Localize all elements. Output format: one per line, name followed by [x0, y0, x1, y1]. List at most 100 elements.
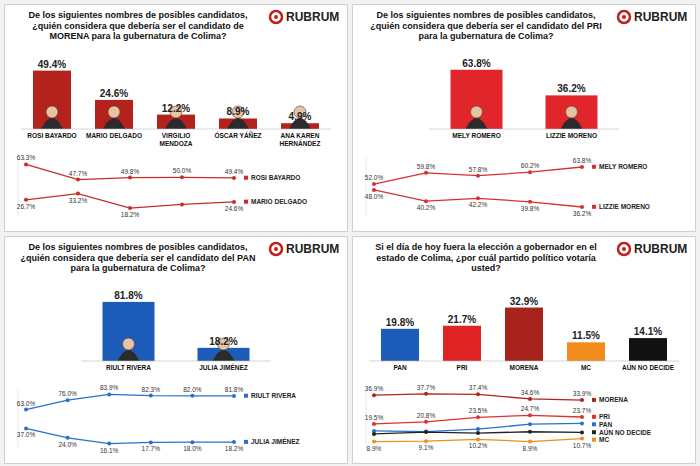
- bar-baseline: [81, 361, 271, 362]
- bar-value-label: 24.6%: [100, 88, 128, 99]
- category-label: MC: [581, 364, 591, 371]
- panel: RUBRUMDe los siguientes nombres de posib…: [5, 237, 348, 464]
- person-icon: [103, 118, 125, 129]
- trend-value-label: 24.7%: [521, 405, 540, 412]
- logo-text: RUBRUM: [634, 242, 687, 256]
- category-label: ÓSCAR YÁÑEZ: [214, 131, 261, 139]
- trend-value-label: 47.7%: [69, 170, 88, 177]
- logo-icon: [274, 15, 278, 19]
- trend-marker: [24, 198, 28, 202]
- category-label: PRI: [457, 364, 468, 371]
- trend-value-label: 8.9%: [523, 445, 538, 452]
- category-label: RIULT RIVERA: [106, 364, 151, 371]
- bar: [505, 308, 543, 361]
- person-icon: [108, 106, 120, 118]
- trend-value-label: 60.2%: [521, 162, 540, 169]
- bar-value-label: 11.5%: [572, 330, 600, 341]
- trend-value-label: 39.8%: [521, 205, 540, 212]
- bar-baseline: [21, 129, 331, 130]
- trend-marker: [232, 176, 236, 180]
- bar-value-label: 49.4%: [38, 59, 66, 70]
- bar: [451, 70, 503, 129]
- trend-marker: [372, 440, 376, 444]
- title-line: ¿quién considera que debería ser el cand…: [370, 21, 602, 31]
- category-label: MELY ROMERO: [452, 132, 500, 139]
- person-icon: [471, 106, 483, 118]
- trend-marker: [24, 408, 28, 412]
- series-name: JULIA JIMÉNEZ: [251, 437, 300, 445]
- bars: [451, 70, 598, 129]
- trend-marker: [372, 188, 376, 192]
- trend-marker: [149, 394, 153, 398]
- bar-value-label: 14.1%: [634, 326, 662, 337]
- trend-marker: [372, 393, 376, 397]
- trend-value-label: 10.7%: [573, 442, 592, 449]
- trend-axis: [366, 158, 367, 216]
- category-label-line: VIRGILIO: [162, 132, 191, 139]
- series-key: [592, 438, 596, 442]
- bar-value-label: 4.9%: [289, 111, 312, 122]
- title: De los siguientes nombres de posibles ca…: [21, 242, 256, 273]
- bar: [103, 302, 155, 361]
- trend-marker: [580, 165, 584, 169]
- category-label: ANA KARENHERNÁNDEZ: [280, 132, 321, 147]
- trend-value-label: 37.0%: [17, 431, 36, 438]
- series-key: [592, 422, 596, 426]
- title-line: ¿quién considera que debería ser el cand…: [21, 253, 256, 263]
- trend-value-label: 63.3%: [17, 154, 36, 161]
- series-name: RIULT RIVERA: [251, 392, 296, 399]
- trend-value-label: 40.2%: [417, 204, 436, 211]
- category-label: ROSI BAYARDO: [27, 132, 76, 139]
- trend-marker: [476, 392, 480, 396]
- trend-value-label: 36.9%: [365, 385, 384, 392]
- title-line: estado de Colima, ¿por cuál partido polí…: [376, 253, 597, 263]
- trend-marker: [424, 420, 428, 424]
- series-name: ROSI BAYARDO: [251, 174, 300, 181]
- trend-marker: [24, 426, 28, 430]
- trend-value-label: 26.7%: [17, 203, 36, 210]
- trend-lines: [24, 392, 236, 445]
- trend-lines: [24, 162, 236, 210]
- logo-icon: [622, 247, 626, 251]
- bars: [381, 308, 667, 361]
- trend-marker: [528, 170, 532, 174]
- trend-marker: [580, 415, 584, 419]
- category-label-line: JULIA JIMÉNEZ: [199, 363, 248, 371]
- category-label: LIZZIE MORENO: [546, 132, 597, 139]
- trend-value-label: 37.7%: [417, 384, 436, 391]
- bar-baseline: [429, 129, 619, 130]
- person-icon: [213, 350, 235, 361]
- bar-value-label: 81.8%: [114, 290, 142, 301]
- series-key: [592, 398, 596, 402]
- trend-marker: [476, 415, 480, 419]
- trend-marker: [476, 431, 480, 435]
- trend-marker: [372, 432, 376, 436]
- bar: [443, 326, 481, 361]
- title-line: para la gubernatura de Colima?: [70, 263, 205, 273]
- title-line: De los siguientes nombres de posibles ca…: [28, 242, 247, 252]
- trend-value-label: 59.8%: [417, 163, 436, 170]
- trend-value-label: 18.2%: [225, 445, 244, 452]
- trend-value-label: 24.0%: [58, 441, 77, 448]
- trend-marker: [76, 192, 80, 196]
- trend-value-label: 76.0%: [58, 390, 77, 397]
- trend-value-label: 42.2%: [469, 201, 488, 208]
- title: De los siguientes nombres de posibles ca…: [28, 10, 247, 41]
- panel: RUBRUMDe los siguientes nombres de posib…: [353, 5, 696, 232]
- person-icon: [466, 118, 488, 129]
- logo-icon: [270, 11, 282, 23]
- trend-marker: [580, 205, 584, 209]
- bars: [33, 71, 319, 129]
- trend-value-label: 17.7%: [142, 445, 161, 452]
- series-key: [244, 394, 248, 398]
- category-label-line: HERNÁNDEZ: [280, 139, 321, 147]
- trend-marker: [424, 199, 428, 203]
- trend-marker: [580, 437, 584, 441]
- series-key: [244, 176, 248, 180]
- trend-marker: [528, 413, 532, 417]
- trend-value-label: 9.1%: [419, 444, 434, 451]
- trend-value-label: 49.8%: [121, 168, 140, 175]
- trend-marker: [476, 174, 480, 178]
- bar-value-label: 21.7%: [448, 314, 476, 325]
- trend-marker: [66, 398, 70, 402]
